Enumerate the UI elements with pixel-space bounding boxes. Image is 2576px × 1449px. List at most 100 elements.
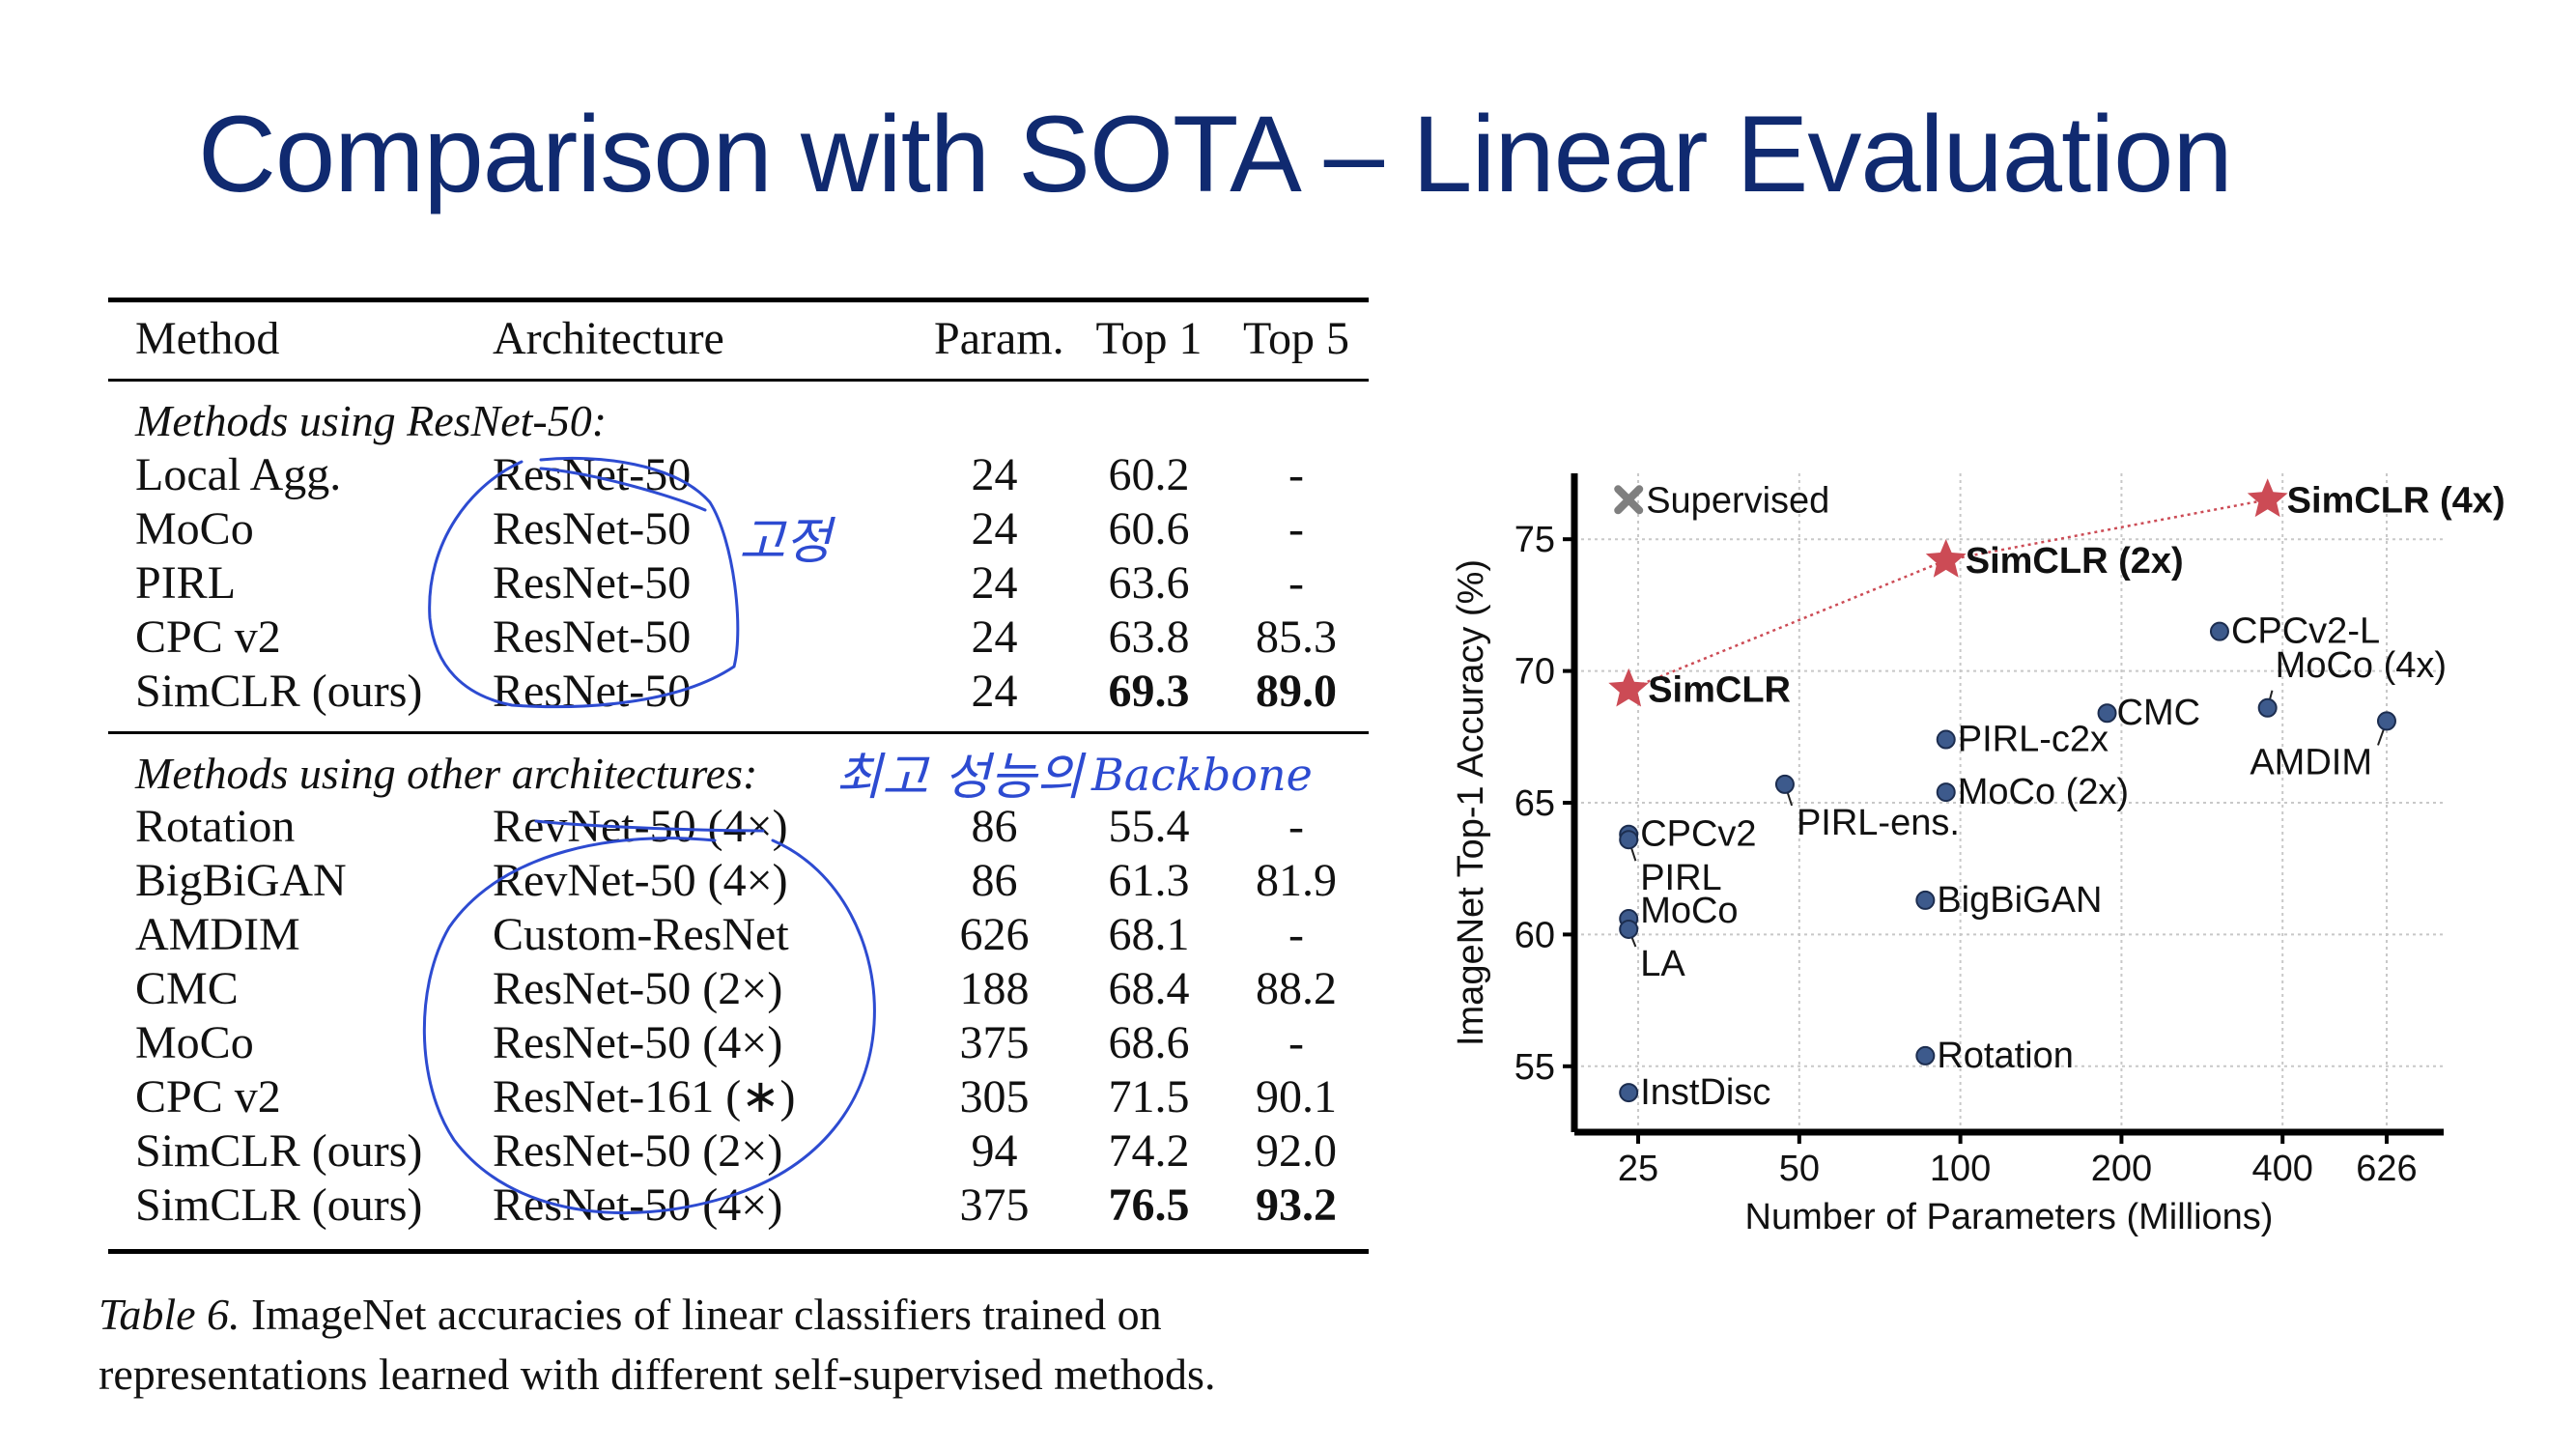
- table-cell-param: 24: [971, 557, 1018, 609]
- table-cell-method: SimCLR (ours): [135, 1179, 423, 1231]
- y-tick-label: 65: [1514, 783, 1555, 824]
- table-cell-top5: 81.9: [1256, 855, 1337, 906]
- table-cell-top1: 63.8: [1108, 611, 1190, 663]
- data-point-label: Rotation: [1937, 1036, 2074, 1076]
- table-caption: Table 6. ImageNet accuracies of linear c…: [99, 1285, 1402, 1405]
- table-cell-top1: 68.6: [1108, 1017, 1190, 1068]
- table-cell-param: 24: [971, 503, 1018, 554]
- data-point: [1619, 919, 1639, 939]
- annotation-note-best: 최고 성능의: [835, 749, 1087, 807]
- data-point: [1915, 1045, 1936, 1065]
- data-point-label: LA: [1640, 944, 1685, 984]
- table-cell-arch: ResNet-161 (∗): [493, 1071, 796, 1122]
- header-top1: Top 1: [1095, 313, 1203, 364]
- header-param: Param.: [934, 313, 1064, 364]
- y-tick-label: 75: [1514, 520, 1555, 560]
- data-point: [1936, 729, 1956, 750]
- data-point-label: BigBiGAN: [1937, 880, 2102, 921]
- x-tick-label: 200: [2091, 1149, 2152, 1189]
- table-cell-method: BigBiGAN: [135, 855, 347, 906]
- data-point: [1619, 1083, 1639, 1103]
- table-cell-param: 375: [959, 1179, 1030, 1231]
- table-cell-method: CMC: [135, 963, 239, 1014]
- x-tick-label: 100: [1930, 1149, 1991, 1189]
- table-cell-param: 626: [959, 909, 1030, 960]
- supervised-label: Supervised: [1646, 480, 1829, 521]
- table-cell-param: 24: [971, 449, 1018, 500]
- table-header-rule: [108, 379, 1369, 382]
- table-cell-top5: 89.0: [1256, 666, 1337, 717]
- table-cell-top5: -: [1288, 503, 1304, 554]
- table-cell-method: AMDIM: [135, 909, 300, 960]
- data-point: [2376, 711, 2396, 731]
- annotation-note-backbone: Backbone: [1090, 749, 1313, 801]
- data-point: [1774, 774, 1795, 794]
- table-cell-top1: 68.4: [1108, 963, 1190, 1014]
- header-top5: Top 5: [1243, 313, 1349, 364]
- table-cell-top1: 74.2: [1108, 1125, 1190, 1177]
- simclr-star: [1925, 539, 1967, 578]
- table-cell-top1: 60.6: [1108, 503, 1190, 554]
- section-label-resnet50: Methods using ResNet-50:: [135, 396, 608, 445]
- table-cell-top1: 55.4: [1108, 801, 1190, 852]
- table-cell-param: 94: [971, 1125, 1018, 1177]
- table-cell-top5: -: [1288, 1017, 1304, 1068]
- table-cell-method: Local Agg.: [135, 449, 342, 500]
- data-point: [1936, 782, 1956, 803]
- table-bottom-rule: [108, 1249, 1369, 1254]
- data-point: [2209, 621, 2229, 641]
- caption-label: Table 6.: [99, 1290, 241, 1339]
- table-cell-top1: 68.1: [1108, 909, 1190, 960]
- table-cell-arch: ResNet-50: [493, 611, 692, 663]
- table-cell-arch: ResNet-50 (2×): [493, 963, 783, 1014]
- table-cell-arch: ResNet-50: [493, 666, 692, 717]
- simclr-label: SimCLR: [1648, 670, 1791, 711]
- table-cell-param: 305: [959, 1071, 1030, 1122]
- table-cell-top1: 69.3: [1108, 666, 1190, 717]
- table-cell-arch: ResNet-50 (4×): [493, 1179, 783, 1231]
- table-cell-top5: -: [1288, 801, 1304, 852]
- table-cell-method: MoCo: [135, 503, 254, 554]
- table-cell-top5: 88.2: [1256, 963, 1337, 1014]
- table-cell-param: 24: [971, 666, 1018, 717]
- table-cell-method: CPC v2: [135, 1071, 281, 1122]
- table-cell-arch: ResNet-50: [493, 557, 692, 609]
- simclr-label: SimCLR (2x): [1966, 541, 2184, 582]
- data-point-label: PIRL: [1640, 858, 1721, 898]
- table-cell-arch: ResNet-50 (2×): [493, 1125, 783, 1177]
- header-architecture: Architecture: [493, 313, 724, 364]
- table-cell-top5: -: [1288, 557, 1304, 609]
- table-cell-top5: 90.1: [1256, 1071, 1337, 1122]
- data-point-label: MoCo (4x): [2276, 645, 2447, 686]
- header-method: Method: [135, 313, 280, 364]
- data-point-label: CPCv2-L: [2231, 611, 2380, 652]
- table-cell-top5: 92.0: [1256, 1125, 1337, 1177]
- data-point-label: MoCo: [1640, 891, 1738, 931]
- table-cell-top1: 71.5: [1108, 1071, 1190, 1122]
- table-cell-arch: RevNet-50 (4×): [493, 855, 788, 906]
- data-point-label: AMDIM: [2250, 742, 2372, 782]
- data-point-label: PIRL-ens.: [1797, 803, 1960, 843]
- caption-text: ImageNet accuracies of linear classifier…: [99, 1290, 1216, 1399]
- x-axis-label: Number of Parameters (Millions): [1745, 1197, 2274, 1237]
- data-point-label: CPCv2: [1640, 814, 1756, 855]
- table-cell-method: SimCLR (ours): [135, 1125, 423, 1177]
- table-cell-method: Rotation: [135, 801, 296, 852]
- table-cell-arch: ResNet-50: [493, 503, 692, 554]
- section-label-other: Methods using other architectures:: [135, 749, 758, 798]
- table-cell-arch: Custom-ResNet: [493, 909, 789, 960]
- table-cell-top1: 63.6: [1108, 557, 1190, 609]
- data-point: [1915, 890, 1936, 910]
- table-cell-param: 86: [971, 855, 1018, 906]
- table-cell-method: PIRL: [135, 557, 237, 609]
- annotation-note-fixed: 고정: [739, 513, 836, 571]
- table-cell-param: 24: [971, 611, 1018, 663]
- y-tick-label: 70: [1514, 652, 1555, 693]
- x-tick-label: 25: [1618, 1149, 1658, 1189]
- slide-title: Comparison with SOTA – Linear Evaluation: [198, 94, 2233, 214]
- table-cell-param: 375: [959, 1017, 1030, 1068]
- y-tick-label: 60: [1514, 915, 1555, 955]
- table-cell-method: SimCLR (ours): [135, 666, 423, 717]
- table-section-rule: [108, 731, 1369, 734]
- table-cell-top5: 85.3: [1256, 611, 1337, 663]
